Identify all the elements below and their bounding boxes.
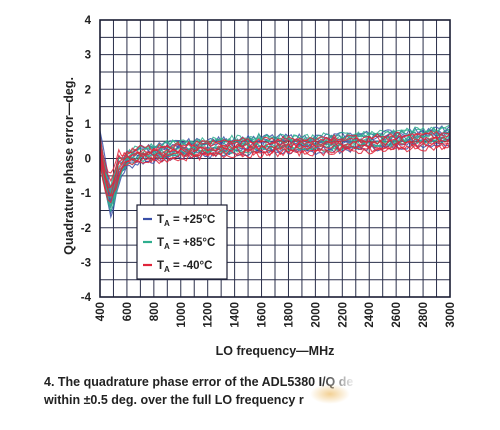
y-tick-label: -1: [81, 188, 92, 200]
x-tick-label: 1600: [257, 302, 269, 328]
series-trace: [99, 132, 451, 183]
x-tick-label: 400: [95, 302, 107, 321]
x-axis-label: LO frequency—MHz: [216, 344, 335, 358]
y-tick-label: -3: [81, 257, 91, 269]
y-axis-label: Quadrature phase error—deg.: [62, 77, 76, 255]
x-tick-label: 1200: [203, 302, 215, 328]
series-trace: [99, 130, 451, 174]
y-tick-label: -4: [81, 292, 92, 304]
x-tick-label: 1800: [283, 302, 295, 328]
x-tick-label: 1400: [230, 302, 242, 328]
watermark-smudge: [310, 384, 350, 404]
x-tick-label: 800: [149, 302, 161, 321]
legend-label: TA = +85°C: [157, 237, 215, 251]
series-3-traces: [99, 130, 451, 204]
y-tick-label: 2: [85, 84, 91, 96]
series-trace: [99, 136, 451, 189]
x-tick-label: 2000: [310, 302, 322, 328]
plot-frame: [99, 19, 451, 298]
x-tick-label: 2400: [364, 302, 376, 328]
series-trace: [99, 124, 451, 187]
series-trace: [99, 139, 451, 198]
y-tick-label: 3: [85, 50, 91, 62]
x-tick-label: 2800: [418, 302, 430, 328]
figure-caption: 4. The quadrature phase error of the ADL…: [44, 373, 484, 409]
x-tick-label: 600: [122, 302, 134, 321]
y-tick-label: 4: [85, 15, 92, 27]
x-tick-label: 2200: [337, 302, 349, 328]
legend-label: TA = +25°C: [157, 214, 215, 228]
legend-label: TA = -40°C: [157, 260, 212, 274]
x-tick-label: 2600: [391, 302, 403, 328]
x-tick-label: 3000: [445, 302, 457, 328]
caption-line-2: within ±0.5 deg. over the full LO freque…: [44, 393, 304, 407]
y-tick-label: 0: [85, 154, 91, 166]
chart: 4 3 2 1 0 -1 -2 -3 -4 400 600 800 1000 1200 1400 1600 18…: [62, 15, 457, 358]
x-tick-label: 1000: [176, 302, 188, 328]
y-tick-label: -2: [81, 223, 91, 235]
caption-line-1: 4. The quadrature phase error of the ADL…: [44, 375, 354, 389]
y-tick-label: 1: [85, 119, 92, 131]
